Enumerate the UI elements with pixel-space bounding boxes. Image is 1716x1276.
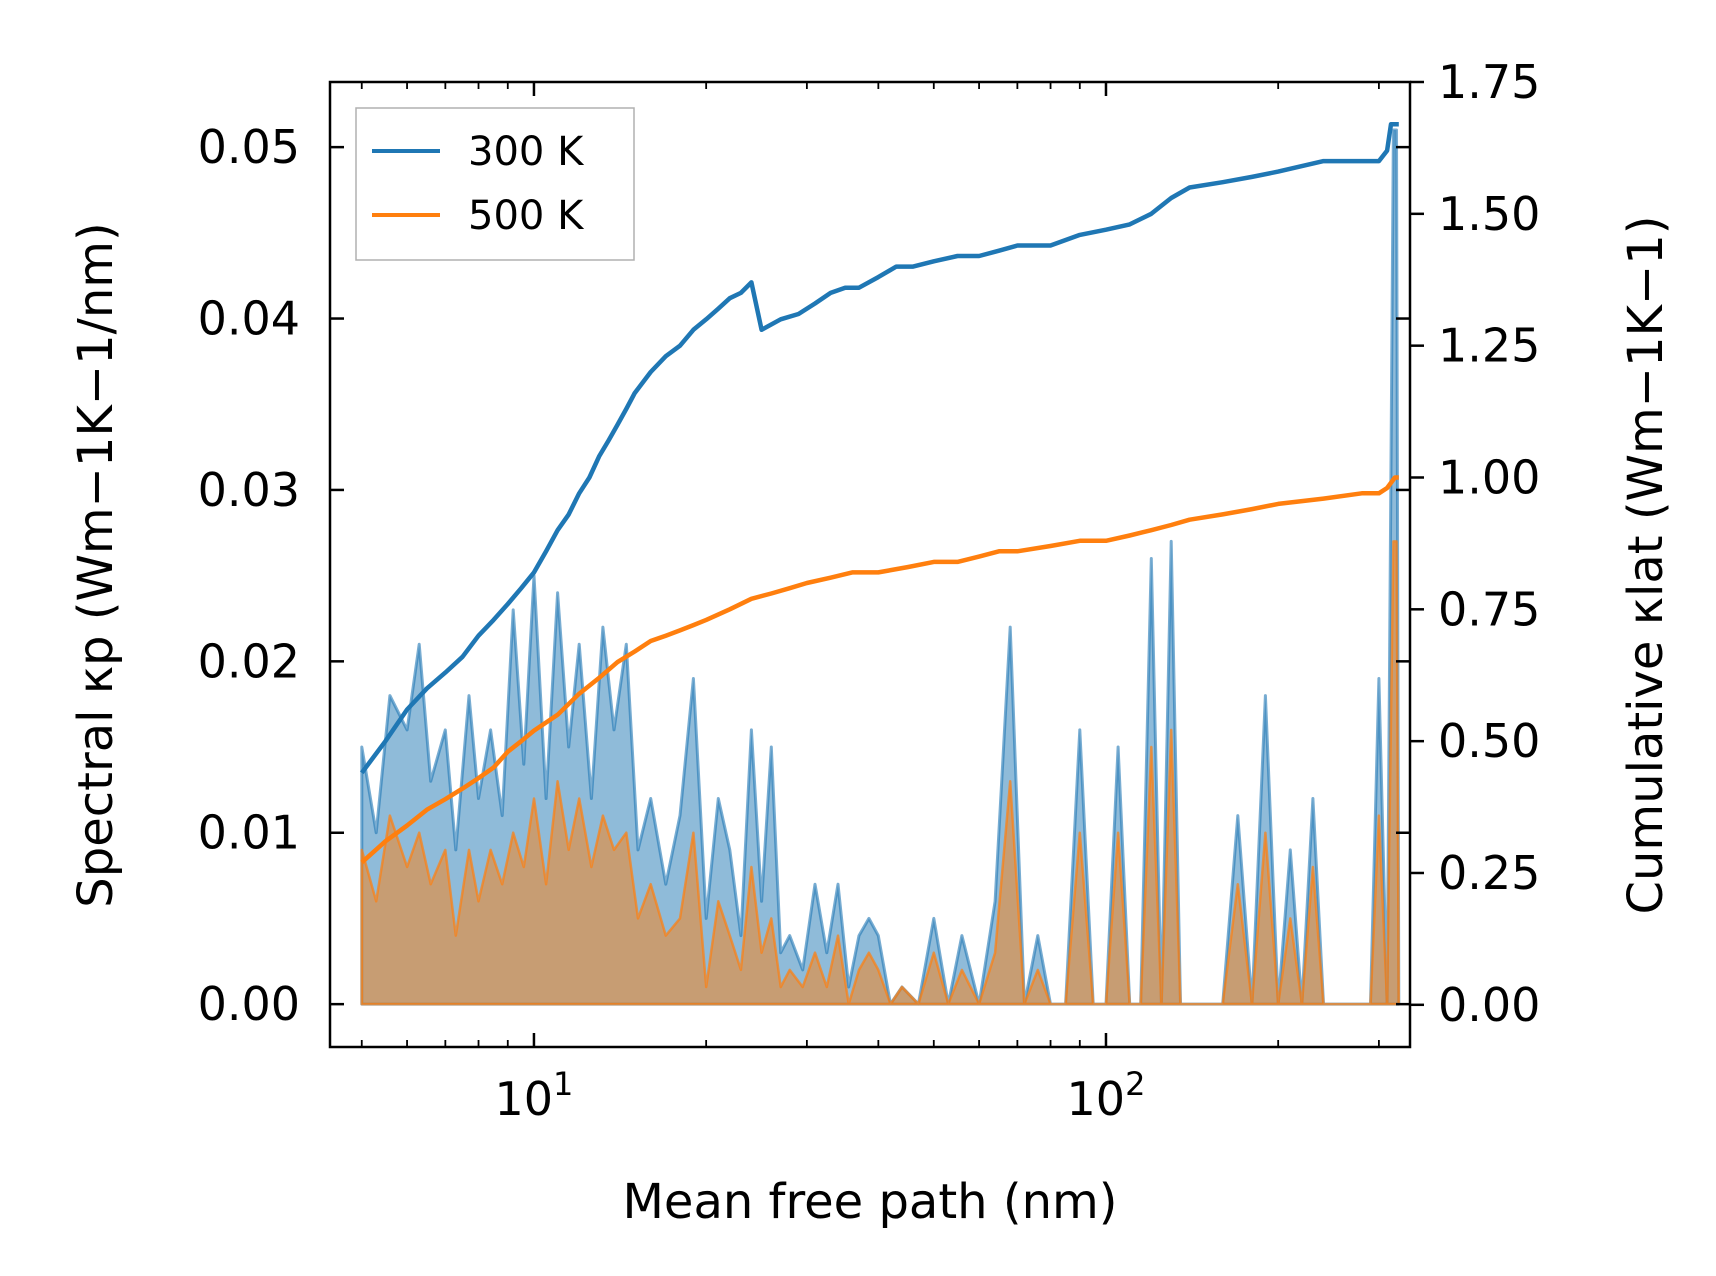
legend-label-500k: 500 K xyxy=(468,193,585,239)
left-y-axis-title-text: Spectral κp (Wm−1K−1/nm) xyxy=(68,222,124,907)
cumulative-line-500k xyxy=(360,475,1399,865)
legend: 300 K 500 K xyxy=(355,107,635,261)
left-y-axis-title: Spectral κp (Wm−1K−1/nm) xyxy=(68,222,124,907)
axes-layer: 0.00 0.01 0.02 0.03 0.04 0.05 0.00 0.25 0.50 0.75… xyxy=(198,55,1541,1126)
cumulative-line-300k xyxy=(359,121,1399,775)
x-tick-label-base-0: 10 xyxy=(495,1072,554,1126)
left-y-tick-label-5: 0.05 xyxy=(198,120,300,174)
right-y-tick-label-2: 0.50 xyxy=(1438,714,1540,768)
plot-area xyxy=(359,121,1401,1006)
legend-box xyxy=(355,107,635,261)
x-tick-label-exp-1: 2 xyxy=(1125,1065,1145,1103)
right-y-tick-label-1: 0.25 xyxy=(1438,846,1540,900)
x-tick-label-base-1: 10 xyxy=(1067,1072,1126,1126)
right-y-tick-label-7: 1.75 xyxy=(1438,55,1540,109)
x-tick-label-exp-0: 1 xyxy=(553,1065,573,1103)
left-y-tick-label-2: 0.02 xyxy=(198,634,300,688)
left-y-tick-label-3: 0.03 xyxy=(198,463,300,517)
spectral-area-500k xyxy=(360,540,1401,1006)
right-y-tick-label-0: 0.00 xyxy=(1438,978,1540,1032)
x-tick-label-0: 101 xyxy=(495,1065,574,1126)
right-y-tick-label-6: 1.50 xyxy=(1438,187,1540,241)
right-y-tick-label-5: 1.25 xyxy=(1438,319,1540,373)
right-y-axis-title: Cumulative κlat (Wm−1K−1) xyxy=(1618,216,1674,915)
left-y-tick-label-1: 0.01 xyxy=(198,806,300,860)
plot-frame xyxy=(328,80,1412,1049)
right-y-axis-title-text: Cumulative κlat (Wm−1K−1) xyxy=(1618,216,1674,915)
x-tick-label-1: 102 xyxy=(1067,1065,1146,1126)
right-y-tick-label-3: 0.75 xyxy=(1438,582,1540,636)
left-y-tick-label-4: 0.04 xyxy=(198,292,300,346)
legend-label-300k: 300 K xyxy=(468,129,585,175)
left-y-tick-label-0: 0.00 xyxy=(198,977,300,1031)
right-y-tick-label-4: 1.00 xyxy=(1438,450,1540,504)
x-axis-title: Mean free path (nm) xyxy=(623,1174,1118,1230)
